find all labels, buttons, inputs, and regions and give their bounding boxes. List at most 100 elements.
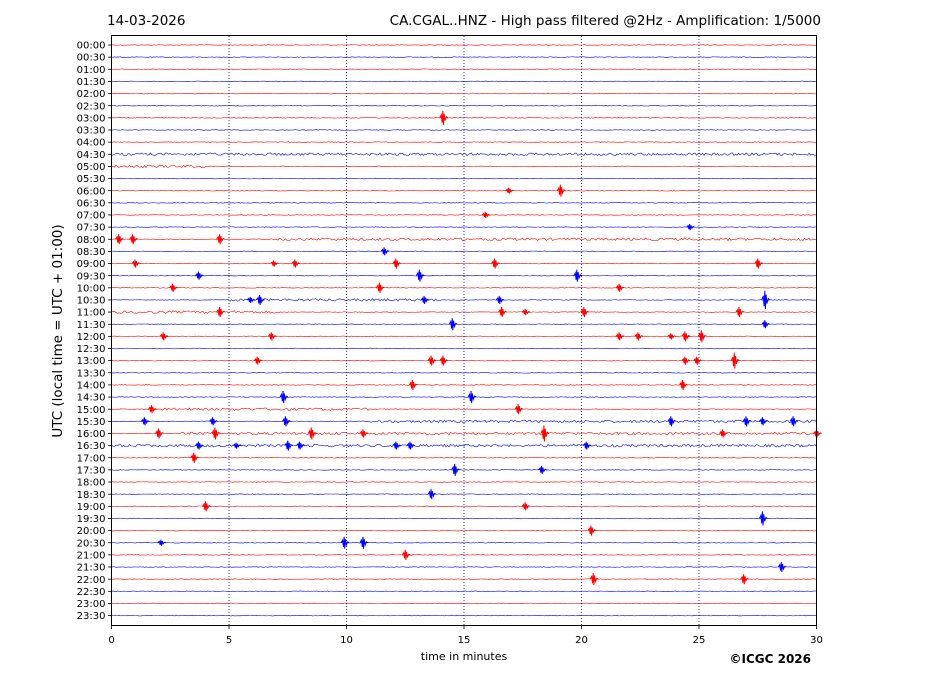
event-6 [129,234,138,245]
trace-00:30 [111,56,817,58]
event-78 [521,502,531,511]
event-5 [115,234,124,245]
event-52 [141,417,150,426]
x-tick-label: 20 [575,635,588,646]
event-86 [589,573,599,586]
event-70 [392,441,402,450]
trace-20:30 [111,542,817,544]
event-26 [216,307,225,318]
event-40 [253,356,263,365]
trace-06:30 [111,202,817,204]
trace-20:00 [111,529,817,532]
date-label: 14-03-2026 [107,13,185,29]
y-tick-label: 21:30 [77,563,106,574]
trace-17:30 [111,469,817,471]
trace-10:00 [111,287,817,289]
event-55 [667,416,677,427]
trace-19:00 [111,505,817,507]
event-27 [498,307,507,318]
x-tick-label: 10 [340,635,353,646]
x-tick-label: 15 [458,635,471,646]
x-axis-label: time in minutes [421,650,508,663]
event-18 [169,283,178,292]
y-tick-label: 11:30 [77,320,106,331]
event-10 [270,260,279,267]
vertical-gridlines [228,36,700,625]
y-tick-label: 14:00 [77,381,106,392]
y-tick-label: 05:00 [77,162,106,173]
event-63 [540,425,550,442]
event-29 [580,307,590,318]
trace-08:30 [111,250,817,253]
y-tick-label: 15:00 [77,405,106,416]
event-28 [521,309,531,316]
y-tick-label: 23:00 [77,599,106,610]
event-41 [427,355,437,366]
y-tick-label: 03:00 [77,113,106,124]
event-60 [211,427,221,440]
event-59 [155,428,164,439]
event-64 [719,429,728,438]
y-tick-label: 01:30 [77,77,106,88]
event-81 [157,539,166,546]
event-23 [420,295,430,304]
event-35 [615,332,625,341]
event-83 [359,536,369,549]
copyright-label: ©ICGC 2026 [729,652,811,666]
trace-04:00 [111,141,817,143]
event-36 [634,332,644,341]
event-24 [495,295,505,304]
event-51 [514,404,524,415]
trace-06:00 [111,190,817,192]
event-11 [291,259,300,268]
event-20 [615,283,625,292]
x-tick-label: 25 [693,635,706,646]
trace-21:30 [111,566,817,568]
y-tick-label: 00:00 [77,41,106,52]
y-tick-label: 22:30 [77,587,106,598]
trace-03:30 [111,129,817,131]
y-tick-label: 01:00 [77,65,106,76]
event-73 [190,452,199,463]
y-tick-label: 15:30 [77,417,106,428]
trace-15:30 [111,419,817,424]
event-74 [451,463,460,476]
y-tick-label: 07:00 [77,211,106,222]
y-tick-label: 10:00 [77,283,106,294]
trace-14:30 [111,396,817,398]
x-axis: 0 5 10 15 20 25 30 [108,625,823,646]
trace-05:00 [111,164,817,169]
event-30 [735,307,745,318]
y-tick-label: 07:30 [77,223,106,234]
event-72 [582,441,592,450]
event-48 [279,391,289,404]
event-57 [759,417,768,426]
trace-09:30 [111,274,817,277]
event-62 [359,429,369,438]
event-37 [667,333,676,340]
y-tick-label: 02:30 [77,101,106,112]
event-0 [439,110,449,125]
chart-title: CA.CGAL..HNZ - High pass filtered @2Hz -… [390,13,821,29]
event-42 [439,355,449,366]
y-tick-label: 19:00 [77,502,106,513]
y-tick-label: 14:30 [77,393,106,404]
event-12 [392,258,402,269]
event-43 [681,356,691,365]
y-axis-label: UTC (local time = UTC + 01:00) [50,224,66,437]
event-39 [697,330,707,343]
trace-16:30 [111,443,817,448]
y-tick-label: 00:30 [77,53,106,64]
event-50 [148,405,157,414]
y-tick-label: 03:30 [77,126,106,137]
event-71 [406,441,416,450]
event-58 [789,416,799,427]
event-7 [216,234,225,245]
event-61 [307,427,317,440]
y-tick-label: 17:30 [77,466,106,477]
y-tick-label: 06:00 [77,186,106,197]
event-75 [538,465,547,474]
trace-18:30 [111,493,817,495]
